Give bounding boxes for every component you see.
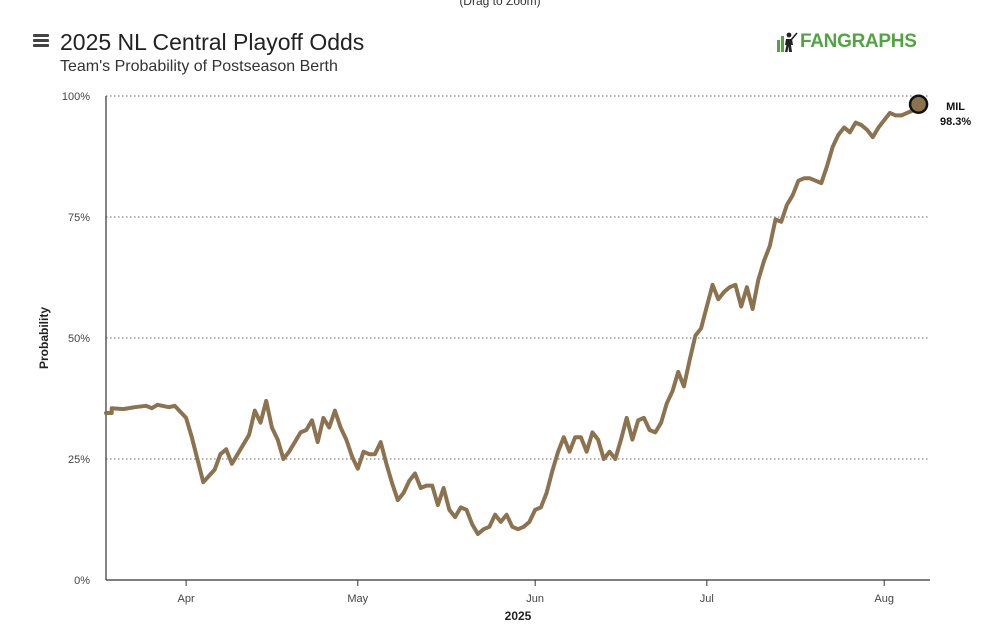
- x-tick-label: Jun: [526, 593, 544, 605]
- chart-subtitle: Team's Probability of Postseason Berth: [60, 58, 338, 75]
- series-line-mil: [104, 102, 921, 536]
- series-name-label: MIL: [946, 101, 965, 113]
- fangraphs-logo[interactable]: FANGRAPHS: [776, 30, 917, 54]
- chart-menu-icon[interactable]: [33, 34, 49, 48]
- series-value-label: 98.3%: [940, 116, 971, 128]
- x-tick-label: Aug: [874, 593, 894, 605]
- y-tick-label: 75%: [68, 212, 90, 224]
- y-tick-label: 50%: [68, 333, 90, 345]
- fangraphs-logo-text: FANGRAPHS: [800, 31, 917, 52]
- y-tick-label: 100%: [62, 91, 90, 103]
- series-layer: MIL 98.3%: [104, 94, 971, 536]
- x-axis: Apr May Jun Jul Aug: [105, 96, 930, 605]
- y-tick-label: 25%: [68, 454, 90, 466]
- x-tick-label: Jul: [700, 593, 714, 605]
- y-tick-label: 0%: [74, 575, 90, 587]
- chart-title: 2025 NL Central Playoff Odds: [60, 29, 365, 55]
- series-end-marker: [908, 94, 929, 114]
- x-tick-label: May: [347, 593, 368, 605]
- x-tick-label: Apr: [178, 593, 195, 605]
- y-axis-tick-labels: 0% 25% 50% 75% 100%: [62, 91, 90, 587]
- zoom-hint: (Drag to Zoom): [459, 0, 541, 8]
- fangraphs-logo-icon: [777, 32, 798, 52]
- gridlines: [106, 95, 930, 460]
- x-axis-title: 2025: [505, 609, 532, 623]
- y-axis-title: Probability: [37, 307, 51, 369]
